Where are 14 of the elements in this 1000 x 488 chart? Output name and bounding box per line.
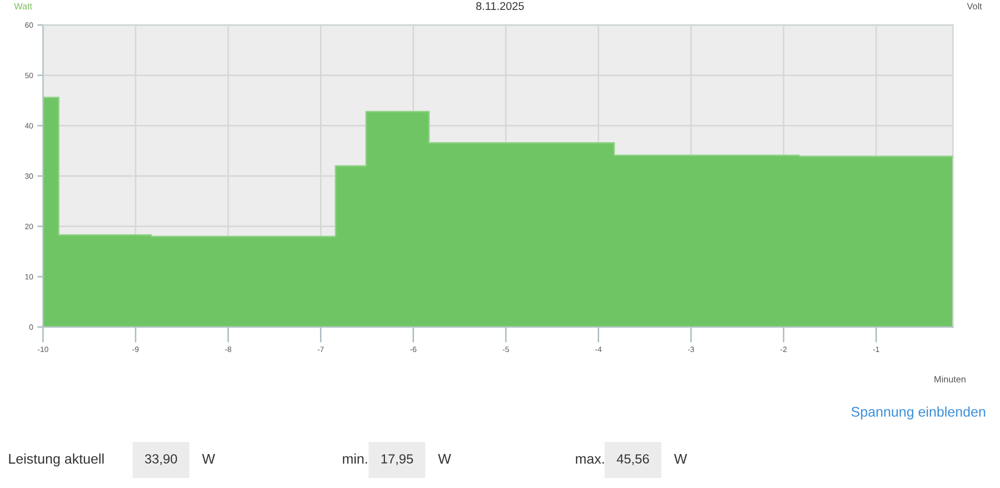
text: W xyxy=(438,454,452,464)
text: W xyxy=(202,454,216,464)
chart-title: 8.11.2025 xyxy=(476,2,524,10)
text: Spannung einblenden xyxy=(851,406,986,420)
text: min. xyxy=(342,454,367,464)
y2-axis-title: Volt xyxy=(966,2,982,10)
text: 33,90 xyxy=(144,454,177,466)
text: 17,95 xyxy=(382,454,413,466)
x-axis-title: Minuten xyxy=(934,376,966,382)
text: Leistung aktuell xyxy=(9,454,104,466)
text: max. xyxy=(576,456,604,464)
text: W xyxy=(674,454,688,464)
text: 45,56 xyxy=(616,454,649,466)
y-axis-title: Watt xyxy=(14,3,32,10)
